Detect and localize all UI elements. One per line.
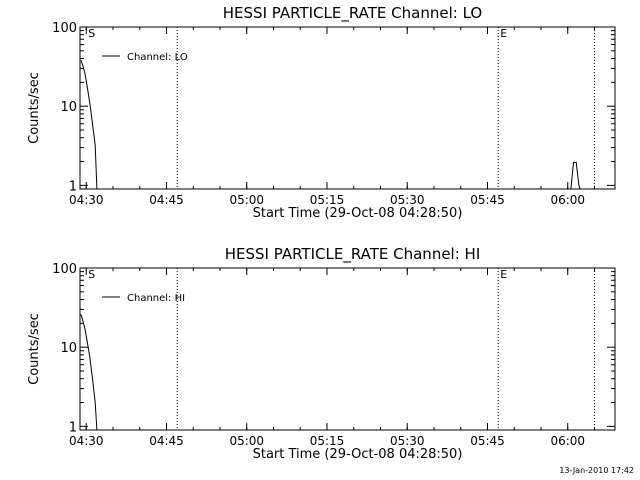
x-tick-label: 06:00 xyxy=(550,434,585,448)
y-tick-label: 100 xyxy=(52,21,77,36)
x-tick-label: 05:00 xyxy=(229,193,264,207)
generation-timestamp: 13-Jan-2010 17:42 xyxy=(559,466,634,475)
x-tick-label: 05:45 xyxy=(470,193,505,207)
y-tick-label: 10 xyxy=(60,341,77,356)
plot-frame xyxy=(79,267,616,431)
legend-entry: Channel: HI xyxy=(127,293,185,304)
x-tick-label: 05:30 xyxy=(390,434,425,448)
chart-title: HESSI PARTICLE_RATE Channel: LO xyxy=(223,4,482,23)
x-tick-label: 04:45 xyxy=(149,434,184,448)
series-line xyxy=(80,60,98,190)
x-tick-label: 04:45 xyxy=(149,193,184,207)
x-tick-label: 05:15 xyxy=(310,434,345,448)
x-axis-label: Start Time (29-Oct-08 04:28:50) xyxy=(253,206,463,221)
y-tick-label: 10 xyxy=(60,100,77,115)
x-tick-label: 04:30 xyxy=(69,193,104,207)
y-axis-label: Counts/sec xyxy=(27,313,42,385)
start-marker: S xyxy=(88,268,95,281)
y-tick-label: 1 xyxy=(69,179,77,194)
start-marker: S xyxy=(88,27,95,40)
x-axis-label: Start Time (29-Oct-08 04:28:50) xyxy=(253,447,463,462)
x-tick-label: 04:30 xyxy=(69,434,104,448)
plot-frame xyxy=(79,26,616,190)
y-axis-label: Counts/sec xyxy=(27,72,42,144)
x-tick-label: 05:30 xyxy=(390,193,425,207)
y-tick-label: 1 xyxy=(69,420,77,435)
series-line xyxy=(570,161,581,190)
end-marker: E xyxy=(500,27,507,40)
end-marker: E xyxy=(500,268,507,281)
x-tick-label: 05:15 xyxy=(310,193,345,207)
series-line xyxy=(80,314,98,431)
y-tick-label: 100 xyxy=(52,262,77,277)
legend-entry: Channel: LO xyxy=(127,52,188,63)
x-tick-label: 05:45 xyxy=(470,434,505,448)
x-tick-label: 05:00 xyxy=(229,434,264,448)
chart-title: HESSI PARTICLE_RATE Channel: HI xyxy=(225,245,481,264)
x-tick-label: 06:00 xyxy=(550,193,585,207)
